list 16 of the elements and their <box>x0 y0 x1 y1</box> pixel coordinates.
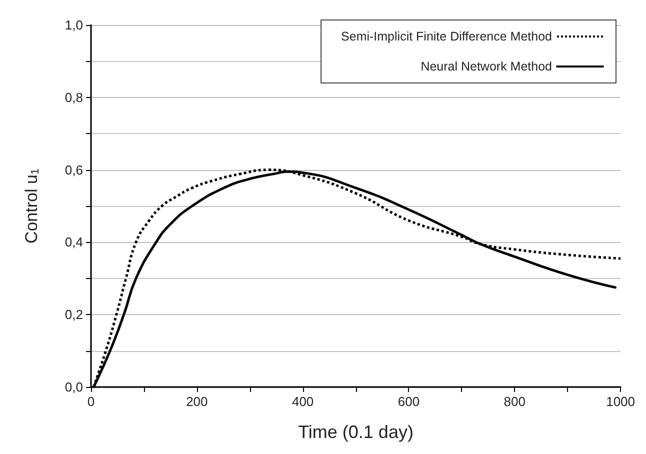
legend-label: Neural Network Method <box>420 60 552 74</box>
x-tick-label: 200 <box>186 394 208 409</box>
x-tick-label: 1000 <box>606 394 635 409</box>
y-tick-label: 0,8 <box>64 90 83 105</box>
x-tick-label: 600 <box>398 394 420 409</box>
x-tick-label: 0 <box>87 394 95 409</box>
y-tick-label: 0,4 <box>64 234 83 250</box>
y-tick-label: 0,6 <box>64 162 83 178</box>
y-tick-label: 0,0 <box>64 380 83 394</box>
y-tick-label: 0,2 <box>64 307 83 322</box>
legend-label: Semi-Implicit Finite Difference Method <box>341 30 552 44</box>
y-axis-title: Control u1 <box>22 168 42 244</box>
x-axis-title: Time (0.1 day) <box>298 422 414 442</box>
y-tick-label: 1,0 <box>64 18 83 32</box>
x-tick-label: 800 <box>504 394 526 409</box>
x-tick-label: 400 <box>292 394 314 409</box>
